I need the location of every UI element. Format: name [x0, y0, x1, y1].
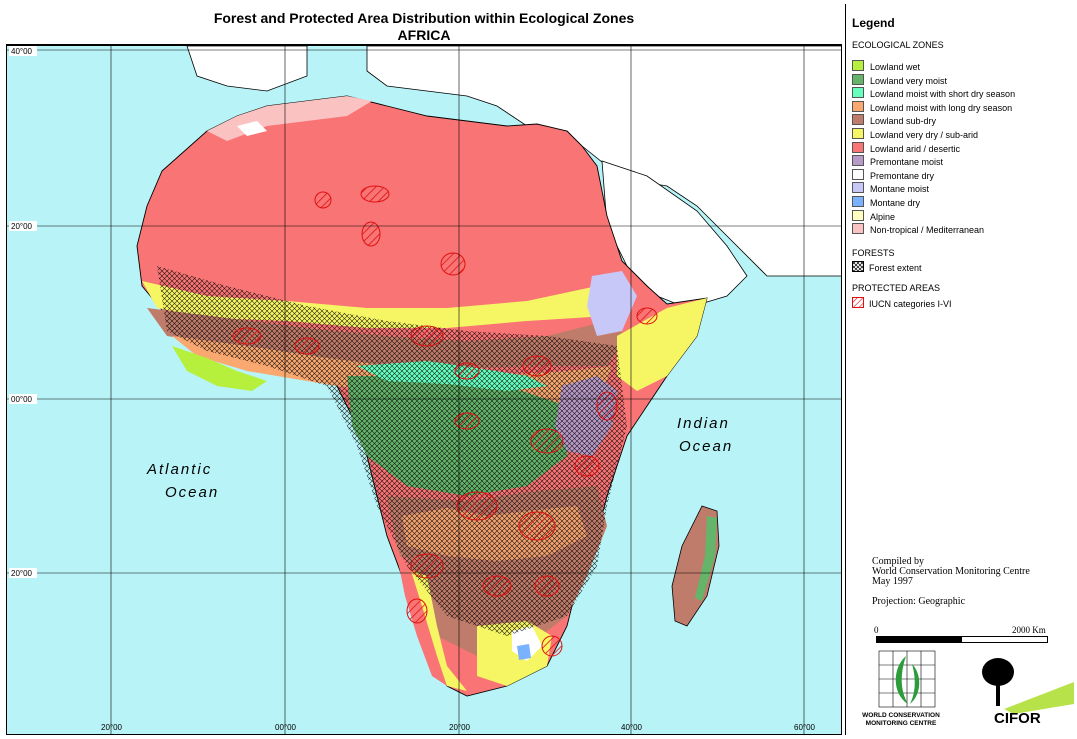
- lon-tick-2: 00°00: [275, 723, 297, 732]
- zone-swatch: [852, 87, 864, 99]
- atlantic-label-1: Atlantic: [146, 461, 212, 478]
- zone-label: Montane moist: [870, 184, 930, 195]
- iucn-label: IUCN categories I-VI: [869, 299, 952, 309]
- compiled-date: May 1997: [872, 576, 913, 587]
- legend-zone-item: Lowland moist with short dry season: [852, 87, 1015, 99]
- zone-label: Lowland moist with short dry season: [870, 89, 1016, 100]
- zone-swatch: [852, 60, 864, 71]
- lat-tick-1: 40°00: [11, 47, 33, 56]
- protected-areas-heading: PROTECTED AREAS: [852, 283, 941, 293]
- zone-swatch: [852, 223, 864, 235]
- lon-tick-5: 60°00: [794, 723, 816, 732]
- compiled-by: Compiled by: [872, 556, 924, 567]
- wcmc-name-line2: MONITORING CENTRE: [865, 720, 937, 727]
- iucn-swatch: [852, 297, 864, 308]
- indian-label-2: Ocean: [679, 438, 733, 455]
- map-subtitle: AFRICA: [397, 27, 451, 43]
- lat-tick-2: 20°00: [11, 222, 33, 231]
- protected-areas: [232, 185, 658, 657]
- madagascar-wet: [695, 516, 717, 601]
- wcmc-logo: [878, 650, 936, 708]
- forest-extent-swatch: [852, 261, 864, 272]
- credits-block: Compiled by World Conservation Monitorin…: [872, 557, 1030, 607]
- zone-swatch: [852, 141, 864, 153]
- zone-swatch: [852, 73, 864, 85]
- zone-label: Lowland very moist: [870, 75, 948, 86]
- zone-label: Lowland arid / desertic: [870, 143, 961, 154]
- zone-label: Lowland sub-dry: [870, 116, 937, 127]
- ecological-zones-heading: ECOLOGICAL ZONES: [852, 40, 944, 50]
- zone-label: Lowland wet: [870, 62, 921, 72]
- legend-zone-item: Lowland moist with long dry season: [852, 100, 1013, 113]
- lon-tick-1: 20°00: [101, 723, 123, 732]
- forest-extent-label: Forest extent: [869, 263, 922, 273]
- cifor-logo: [982, 658, 1074, 714]
- zone-swatch: [852, 182, 864, 194]
- map-frame[interactable]: 40°00 20°00 00°00 20°00 20°00 00°00 20°0…: [6, 45, 842, 735]
- map-title: Forest and Protected Area Distribution w…: [213, 10, 635, 26]
- iberia: [186, 46, 308, 92]
- lat-tick-3: 00°00: [11, 395, 33, 404]
- legend-zone-item: Lowland sub-dry: [852, 114, 936, 126]
- legend-title: Legend: [852, 16, 895, 30]
- zone-swatch: [852, 128, 864, 139]
- zone-swatch: [852, 209, 864, 221]
- wcmc-name: WORLD CONSERVATION MONITORING CENTRE: [851, 712, 951, 728]
- legend-zone-item: Non-tropical / Mediterranean: [852, 223, 984, 235]
- zone-swatch: [852, 155, 864, 167]
- legend-zone-item: Lowland arid / desertic: [852, 141, 961, 154]
- legend-forest-extent: Forest extent: [852, 261, 922, 273]
- atlas-montane: [237, 121, 267, 136]
- legend-zone-item: Alpine: [852, 209, 896, 222]
- horn-dry: [617, 298, 707, 391]
- legend-panel: Legend ECOLOGICAL ZONES Lowland wet Lowla…: [845, 4, 1074, 735]
- zone-label: Lowland very dry / sub-arid: [870, 130, 979, 140]
- legend-zone-item: Lowland very dry / sub-arid: [852, 128, 978, 140]
- legend-zone-item: Lowland wet: [852, 60, 920, 72]
- cifor-name: CIFOR: [994, 710, 1041, 727]
- graticule: [7, 46, 841, 734]
- zone-label: Montane dry: [870, 198, 921, 208]
- lon-tick-4: 40°00: [621, 723, 643, 732]
- zone-label: Non-tropical / Mediterranean: [870, 225, 985, 236]
- lon-tick-3: 20°00: [449, 723, 471, 732]
- legend-zone-item: Premontane moist: [852, 155, 943, 167]
- zone-label: Lowland moist with long dry season: [870, 102, 1013, 113]
- legend-zone-item: Lowland very moist: [852, 73, 948, 86]
- indian-label-1: Indian: [677, 415, 730, 432]
- zone-label: Alpine: [870, 211, 896, 222]
- montane-dry-south: [517, 644, 531, 660]
- forest-extent-overlay: [157, 266, 627, 636]
- zone-swatch: [852, 100, 864, 112]
- zone-label: Premontane moist: [870, 157, 944, 168]
- projection: Projection: Geographic: [872, 596, 966, 607]
- zone-swatch: [852, 168, 864, 180]
- legend-zone-item: Montane dry: [852, 196, 920, 208]
- zone-label: Premontane dry: [870, 170, 935, 181]
- legend-zone-item: Montane moist: [852, 182, 929, 194]
- west-coast-wet: [172, 346, 267, 391]
- scale-end: 2000 Km: [1012, 625, 1046, 635]
- legend-iucn: IUCN categories I-VI: [852, 297, 952, 309]
- lat-tick-4: 20°00: [11, 569, 33, 578]
- atlantic-label-2: Ocean: [165, 484, 219, 501]
- title-box: Forest and Protected Area Distribution w…: [6, 4, 842, 45]
- zone-swatch: [852, 196, 864, 207]
- forests-heading: FORESTS: [852, 248, 895, 258]
- arabia: [601, 160, 748, 309]
- eurasia-landmass: [366, 46, 841, 277]
- compiled-organisation: World Conservation Monitoring Centre: [872, 566, 1030, 577]
- scale-bar: [876, 636, 1048, 643]
- legend-zone-item: Premontane dry: [852, 168, 935, 181]
- wcmc-name-line1: WORLD CONSERVATION: [862, 712, 940, 719]
- ethiopia-montane: [587, 271, 637, 336]
- africa-map: 40°00 20°00 00°00 20°00 20°00 00°00 20°0…: [7, 46, 841, 734]
- zone-swatch: [852, 114, 864, 126]
- scale-start: 0: [874, 625, 879, 635]
